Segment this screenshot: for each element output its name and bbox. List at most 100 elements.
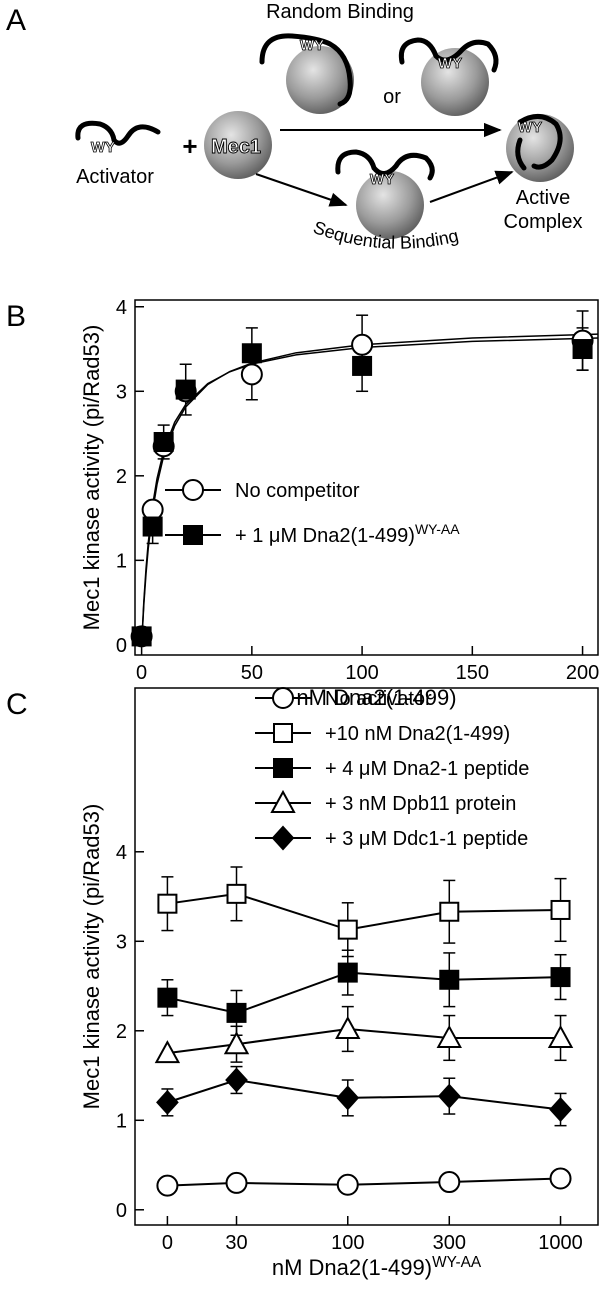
data-point xyxy=(550,899,571,920)
data-point xyxy=(549,1167,572,1190)
y-tick-label: 4 xyxy=(116,842,127,864)
data-point xyxy=(142,516,163,537)
chart: B 0 1 2 3 4 0 50 100 150 200 nM Dna2(1-499) Mec1 kin… xyxy=(6,297,599,710)
x-tick-label: 100 xyxy=(331,1232,364,1254)
x-tick-label: 30 xyxy=(225,1232,247,1254)
product-label: Complex xyxy=(504,211,583,233)
y-tick-label: 0 xyxy=(116,635,127,657)
data-point xyxy=(241,343,262,364)
motif-label: WY xyxy=(438,55,462,72)
x-axis-label-main: nM Dna2(1-499) xyxy=(272,1255,432,1280)
x-axis-label-sup: WY-AA xyxy=(432,1254,482,1271)
peptide xyxy=(75,120,161,146)
data-point xyxy=(225,1171,248,1194)
diagram-title: Random Binding xyxy=(266,1,414,23)
peptide xyxy=(398,37,499,73)
data-point xyxy=(335,1015,361,1039)
peptide xyxy=(517,114,563,170)
data-point xyxy=(223,1031,250,1055)
motif-label: WY xyxy=(370,171,394,188)
x-axis-label-main: nM Dna2(1-499) xyxy=(296,685,456,710)
data-point xyxy=(438,1171,461,1194)
series-line xyxy=(167,1078,561,1111)
series-line xyxy=(167,1027,561,1055)
data-point xyxy=(549,1097,572,1123)
enzyme-ball xyxy=(356,171,424,239)
data-point xyxy=(153,432,174,452)
legend-marker xyxy=(183,525,203,545)
y-tick-label: 2 xyxy=(116,466,127,488)
data-point xyxy=(437,1083,461,1109)
x-tick-label: 200 xyxy=(566,662,599,684)
panel-label: C xyxy=(6,688,28,721)
data-point xyxy=(337,962,358,983)
fit-curve xyxy=(140,337,599,645)
motif-label: WY xyxy=(518,119,542,136)
legend-label: + 3 μM Ddc1-1 peptide xyxy=(325,828,528,850)
enzyme-label: Mec1 xyxy=(211,136,261,158)
data-point xyxy=(175,379,196,400)
y-tick-label: 2 xyxy=(116,1021,127,1043)
y-tick-label: 0 xyxy=(116,1200,127,1222)
x-tick-label: 50 xyxy=(241,662,263,684)
legend-marker xyxy=(273,758,293,778)
data-point xyxy=(157,987,178,1008)
panel-label: B xyxy=(6,300,26,333)
x-tick-label: 0 xyxy=(136,662,147,684)
legend-marker xyxy=(270,789,296,813)
legend-marker xyxy=(272,687,294,709)
enzyme-ball xyxy=(421,48,489,116)
x-axis-label: nM Dna2(1-499)WY-AA xyxy=(272,1254,482,1281)
data-point xyxy=(226,1002,247,1023)
y-axis-label: Mec1 kinase activity (pi/Rad53) xyxy=(79,804,104,1110)
data-point xyxy=(131,626,152,647)
legend-marker xyxy=(271,825,295,851)
series-line xyxy=(167,892,561,931)
data-point xyxy=(337,919,358,940)
y-axis-label: Mec1 kinase activity (pi/Rad53) xyxy=(79,325,104,631)
data-point xyxy=(336,1085,360,1111)
y-tick-label: 1 xyxy=(116,550,127,572)
peptide xyxy=(515,137,527,171)
plot-frame xyxy=(134,687,599,1226)
y-tick-label: 1 xyxy=(116,1110,127,1132)
y-tick-label: 3 xyxy=(116,381,127,403)
y-tick-label: 4 xyxy=(116,297,127,319)
data-point xyxy=(225,1067,248,1093)
data-point xyxy=(156,1089,179,1115)
x-tick-label: 100 xyxy=(345,662,378,684)
legend-marker xyxy=(182,479,204,501)
plus-sign: + xyxy=(182,131,197,161)
legend-label: No activator xyxy=(325,688,432,710)
legend-label: No competitor xyxy=(235,480,360,502)
peptide xyxy=(259,33,353,107)
legend-label-main: + 3 nM Dpb11 protein xyxy=(325,793,516,815)
data-point xyxy=(547,1024,574,1048)
x-tick-label: 0 xyxy=(162,1232,173,1254)
or-label: or xyxy=(383,86,401,108)
data-point xyxy=(240,363,263,386)
diagram: A Random Binding WY Activator + Mec1 WY … xyxy=(6,1,582,253)
legend-label: +10 nM Dna2(1-499) xyxy=(325,723,510,745)
peptide xyxy=(335,149,435,181)
legend-label-main: No activator xyxy=(325,688,432,710)
panel-label: A xyxy=(6,4,26,37)
data-point xyxy=(226,883,247,904)
arrow xyxy=(255,173,348,207)
x-tick-label: 1000 xyxy=(538,1232,583,1254)
x-axis-label: nM Dna2(1-499) xyxy=(296,685,456,710)
data-point xyxy=(439,901,460,922)
legend-label-main: + 4 μM Dna2-1 peptide xyxy=(325,758,529,780)
x-tick-label: 300 xyxy=(433,1232,466,1254)
legend-label-sup: WY-AA xyxy=(415,521,460,537)
enzyme-ball xyxy=(204,111,272,179)
data-point xyxy=(436,1024,462,1048)
legend-label: + 1 μM Dna2(1-499)WY-AA xyxy=(235,521,460,547)
data-point xyxy=(157,893,178,914)
legend-label: + 3 nM Dpb11 protein xyxy=(325,793,516,815)
legend-label-main: No competitor xyxy=(235,480,360,502)
y-tick-label: 3 xyxy=(116,931,127,953)
data-point xyxy=(351,333,374,356)
